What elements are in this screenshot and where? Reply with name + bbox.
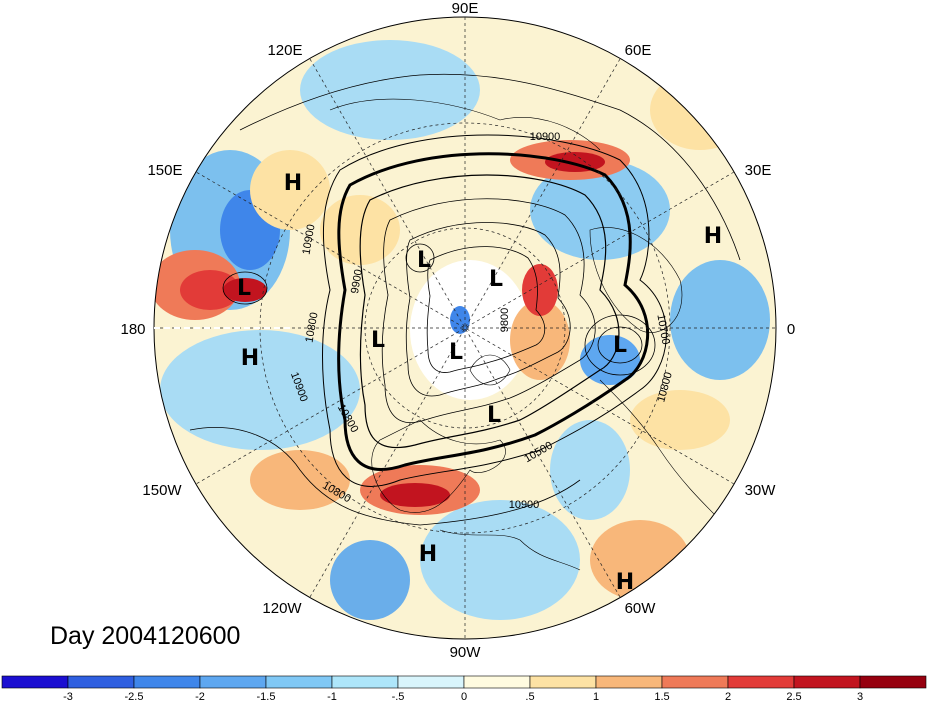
contour-label: 10800 (303, 311, 320, 343)
lon-label-60e: 60E (625, 42, 652, 59)
lon-label-120w: 120W (262, 600, 302, 617)
lon-label-180: 180 (120, 321, 145, 338)
colorbar-tick-label: -2 (195, 691, 205, 702)
colorbar-swatch (595, 675, 663, 689)
colorbar-tick-label: -3 (63, 691, 73, 702)
lon-label-150w: 150W (142, 482, 182, 499)
colorbar-tick-label: 2 (725, 691, 731, 702)
contour-label: 9800 (499, 308, 511, 332)
lon-label-30w: 30W (745, 482, 777, 499)
low-pressure-center: L (449, 340, 463, 365)
colorbar-tick-label: -1 (327, 691, 337, 702)
contour-label: 10900 (300, 223, 317, 255)
low-pressure-center: L (417, 248, 431, 273)
colorbar-tick-label: 1 (593, 691, 599, 702)
low-pressure-center: L (613, 333, 627, 358)
colorbar-swatch (67, 675, 135, 689)
lon-label-90e: 90E (452, 0, 479, 17)
colorbar-swatch (727, 675, 795, 689)
high-pressure-center: H (419, 542, 437, 567)
colorbar: -3 -2.5 -2 -1.5 -1 -.5 0 .5 1 1.5 2 2.5 3 (1, 675, 927, 702)
low-pressure-center: L (237, 276, 251, 301)
low-pressure-center: L (371, 328, 385, 353)
colorbar-swatch (133, 675, 201, 689)
lon-label-150e: 150E (147, 162, 182, 179)
map-title: Day 2004120600 (50, 622, 240, 650)
colorbar-tick-label: -.5 (392, 691, 405, 702)
longitude-labels: 90E 60E 30E 0 30W 60W 90W 120W 150W 180 … (120, 0, 795, 661)
graticule (154, 17, 776, 639)
lon-label-90w: 90W (450, 644, 482, 661)
low-pressure-center: L (489, 267, 503, 292)
colorbar-tick-label: .5 (525, 691, 534, 702)
colorbar-tick-label: -2.5 (125, 691, 144, 702)
colorbar-tick-label: 0 (461, 691, 467, 702)
high-pressure-center: H (704, 224, 722, 249)
lon-label-0: 0 (787, 321, 795, 338)
height-contours (189, 73, 741, 526)
colorbar-swatch (265, 675, 333, 689)
colorbar-swatch (793, 675, 861, 689)
lon-label-30e: 30E (745, 162, 772, 179)
colorbar-swatch (397, 675, 465, 689)
colorbar-swatch (199, 675, 267, 689)
colorbar-swatch (463, 675, 531, 689)
pressure-centers: H L H L L L L L H L H H (237, 171, 722, 595)
lon-label-60w: 60W (625, 600, 657, 617)
high-pressure-center: H (616, 570, 634, 595)
colorbar-swatch (331, 675, 399, 689)
colorbar-swatch (661, 675, 729, 689)
colorbar-tick-label: 3 (857, 691, 863, 702)
high-pressure-center: H (284, 171, 302, 196)
colorbar-swatch (859, 675, 927, 689)
colorbar-swatch (1, 675, 69, 689)
colorbar-tick-label: 2.5 (786, 691, 801, 702)
contour-label: 10900 (530, 131, 561, 143)
colorbar-tick-label: 1.5 (654, 691, 669, 702)
contour-label: 10700 (654, 313, 671, 345)
lon-label-120e: 120E (267, 42, 302, 59)
contour-label: 10900 (509, 499, 540, 511)
high-pressure-center: H (241, 346, 259, 371)
contour-label: 9900 (349, 268, 365, 294)
low-pressure-center: L (487, 403, 501, 428)
colorbar-tick-label: -1.5 (257, 691, 276, 702)
colorbar-swatch (529, 675, 597, 689)
